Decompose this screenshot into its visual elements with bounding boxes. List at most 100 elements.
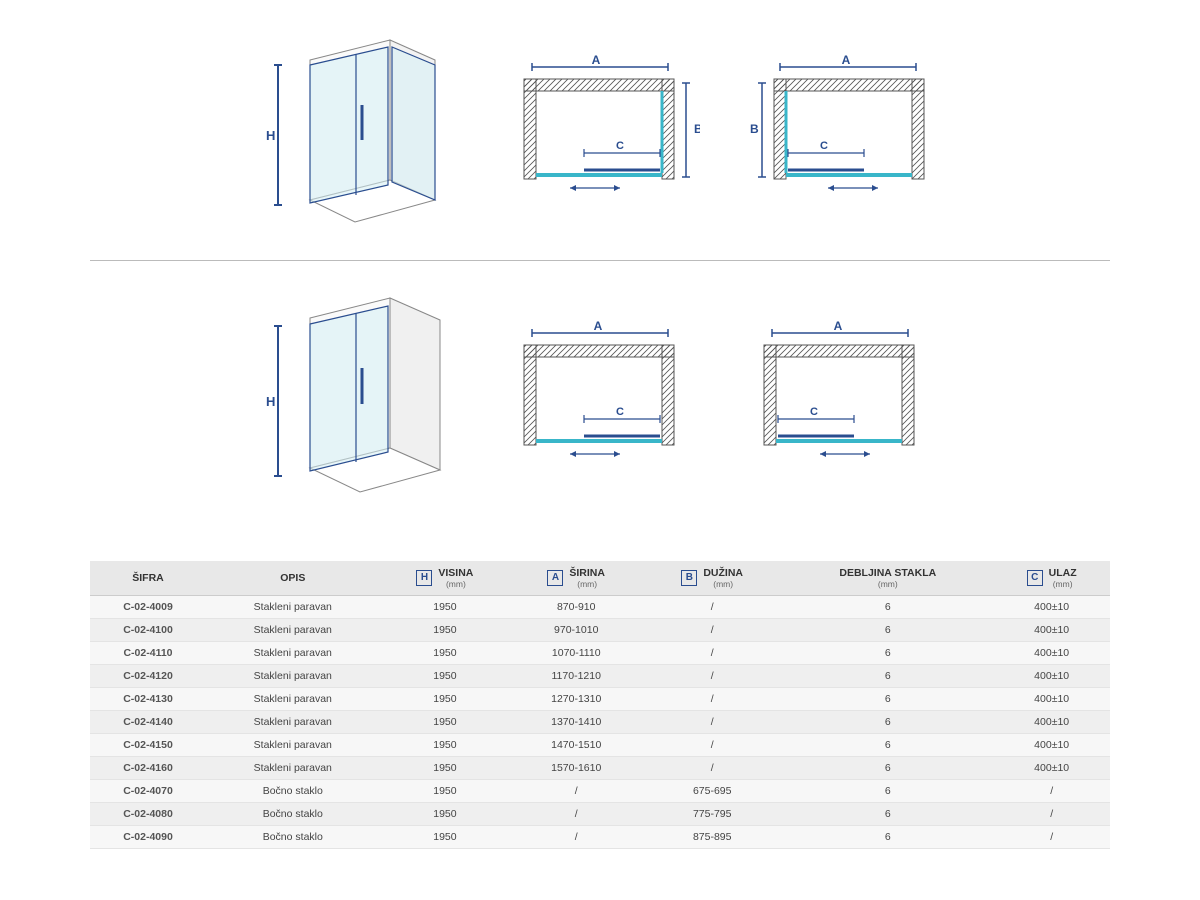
cell-sifra: C-02-4150	[90, 734, 206, 757]
th-opis: OPIS	[206, 561, 380, 596]
cell-duzina: /	[642, 642, 782, 665]
cell-opis: Stakleni paravan	[206, 596, 380, 619]
cell-sirina: 970-1010	[510, 619, 642, 642]
cell-visina: 1950	[380, 596, 511, 619]
badge-b: B	[681, 570, 697, 586]
cell-opis: Bočno staklo	[206, 780, 380, 803]
cell-sifra: C-02-4110	[90, 642, 206, 665]
iso-diagram-1: H	[260, 30, 460, 235]
table-row: C-02-4160Stakleni paravan19501570-1610/6…	[90, 757, 1110, 780]
cell-opis: Stakleni paravan	[206, 619, 380, 642]
cell-ulaz: /	[993, 803, 1110, 826]
cell-visina: 1950	[380, 619, 511, 642]
cell-sirina: 1570-1610	[510, 757, 642, 780]
table-row: C-02-4110Stakleni paravan19501070-1110/6…	[90, 642, 1110, 665]
cell-sirina: 1470-1510	[510, 734, 642, 757]
cell-debljina: 6	[782, 642, 993, 665]
diagram-row-1: H A B	[30, 20, 1170, 245]
cell-debljina: 6	[782, 757, 993, 780]
badge-h: H	[416, 570, 432, 586]
cell-visina: 1950	[380, 734, 511, 757]
svg-text:C: C	[810, 406, 818, 418]
table-body: C-02-4009Stakleni paravan1950870-910/640…	[90, 596, 1110, 849]
cell-sifra: C-02-4140	[90, 711, 206, 734]
plan-diagram-1b: A B C	[750, 53, 940, 213]
cell-sirina: 1070-1110	[510, 642, 642, 665]
dim-c-label: C	[616, 140, 624, 152]
cell-debljina: 6	[782, 826, 993, 849]
cell-opis: Bočno staklo	[206, 803, 380, 826]
dim-h-label: H	[266, 128, 275, 143]
spec-table: ŠIFRA OPIS H VISINA(mm) A ŠIRINA(mm) B D…	[90, 561, 1110, 849]
cell-sifra: C-02-4080	[90, 803, 206, 826]
cell-sifra: C-02-4100	[90, 619, 206, 642]
cell-ulaz: 400±10	[993, 688, 1110, 711]
cell-duzina: /	[642, 665, 782, 688]
cell-opis: Stakleni paravan	[206, 711, 380, 734]
dim-a-label: A	[592, 53, 601, 67]
cell-duzina: /	[642, 757, 782, 780]
cell-duzina: /	[642, 688, 782, 711]
cell-duzina: /	[642, 711, 782, 734]
cell-sirina: 1170-1210	[510, 665, 642, 688]
cell-visina: 1950	[380, 780, 511, 803]
th-sirina: A ŠIRINA(mm)	[510, 561, 642, 596]
table-row: C-02-4100Stakleni paravan1950970-1010/64…	[90, 619, 1110, 642]
dim-b-label: B	[694, 122, 700, 136]
th-debljina: DEBLJINA STAKLA(mm)	[782, 561, 993, 596]
th-sifra: ŠIFRA	[90, 561, 206, 596]
cell-duzina: 775-795	[642, 803, 782, 826]
cell-duzina: /	[642, 619, 782, 642]
table-row: C-02-4090Bočno staklo1950/875-8956/	[90, 826, 1110, 849]
cell-sirina: 1270-1310	[510, 688, 642, 711]
table-row: C-02-4080Bočno staklo1950/775-7956/	[90, 803, 1110, 826]
table-row: C-02-4070Bočno staklo1950/675-6956/	[90, 780, 1110, 803]
spec-table-wrap: ŠIFRA OPIS H VISINA(mm) A ŠIRINA(mm) B D…	[90, 561, 1110, 849]
cell-ulaz: /	[993, 826, 1110, 849]
cell-visina: 1950	[380, 665, 511, 688]
svg-text:A: A	[594, 319, 603, 333]
plan-diagram-2a: A C	[510, 319, 700, 479]
cell-opis: Bočno staklo	[206, 826, 380, 849]
svg-text:A: A	[834, 319, 843, 333]
cell-sirina: 1370-1410	[510, 711, 642, 734]
cell-sirina: /	[510, 826, 642, 849]
cell-ulaz: 400±10	[993, 619, 1110, 642]
cell-sirina: /	[510, 803, 642, 826]
table-row: C-02-4140Stakleni paravan19501370-1410/6…	[90, 711, 1110, 734]
cell-visina: 1950	[380, 711, 511, 734]
cell-opis: Stakleni paravan	[206, 665, 380, 688]
svg-text:C: C	[820, 140, 828, 152]
svg-text:C: C	[616, 406, 624, 418]
plan-diagram-1a: A B C	[510, 53, 700, 213]
cell-opis: Stakleni paravan	[206, 734, 380, 757]
cell-debljina: 6	[782, 688, 993, 711]
cell-visina: 1950	[380, 688, 511, 711]
cell-ulaz: 400±10	[993, 734, 1110, 757]
cell-sifra: C-02-4120	[90, 665, 206, 688]
table-row: C-02-4120Stakleni paravan19501170-1210/6…	[90, 665, 1110, 688]
diagram-row-2: H A C	[30, 276, 1170, 521]
badge-a: A	[547, 570, 563, 586]
cell-debljina: 6	[782, 665, 993, 688]
section-divider	[90, 260, 1110, 261]
cell-sifra: C-02-4070	[90, 780, 206, 803]
badge-c: C	[1027, 570, 1043, 586]
cell-ulaz: 400±10	[993, 665, 1110, 688]
svg-text:B: B	[750, 122, 759, 136]
svg-text:A: A	[842, 53, 851, 67]
cell-sirina: 870-910	[510, 596, 642, 619]
svg-text:H: H	[266, 394, 275, 409]
cell-debljina: 6	[782, 780, 993, 803]
cell-ulaz: /	[993, 780, 1110, 803]
cell-visina: 1950	[380, 826, 511, 849]
cell-debljina: 6	[782, 711, 993, 734]
cell-sifra: C-02-4090	[90, 826, 206, 849]
cell-ulaz: 400±10	[993, 596, 1110, 619]
cell-duzina: 875-895	[642, 826, 782, 849]
cell-debljina: 6	[782, 596, 993, 619]
cell-sifra: C-02-4130	[90, 688, 206, 711]
th-visina: H VISINA(mm)	[380, 561, 511, 596]
cell-debljina: 6	[782, 734, 993, 757]
cell-debljina: 6	[782, 619, 993, 642]
